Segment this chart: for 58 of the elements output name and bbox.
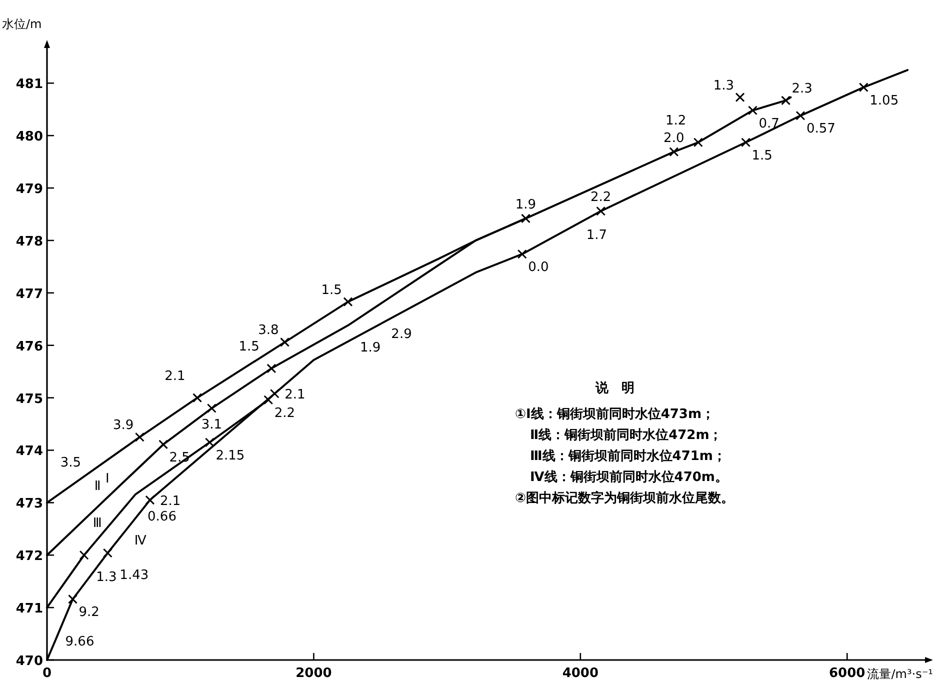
- y-tick-label: 476: [16, 339, 43, 354]
- annotation: 2.3: [792, 81, 812, 96]
- annotation: 1.9: [515, 197, 536, 212]
- annotation: 1.3: [713, 78, 734, 94]
- annotation: 1.5: [752, 148, 772, 164]
- y-tick-label: 479: [16, 182, 43, 198]
- y-tick-label: 480: [16, 130, 43, 145]
- annotation: ②图中标记数字为铜街坝前水位尾数。: [515, 490, 734, 506]
- annotation: 2.2: [274, 406, 296, 421]
- y-tick-label: 478: [16, 234, 43, 250]
- annotation: 1.3: [96, 570, 117, 586]
- annotation: Ⅱ: [94, 478, 101, 494]
- annotation: 3.9: [112, 418, 134, 434]
- x-tick-label: 0: [42, 666, 52, 681]
- annotation: Ⅲ线：铜街坝前同时水位471m；: [530, 449, 726, 464]
- y-tick-label: 475: [16, 392, 43, 407]
- annotation: 3.1: [201, 417, 222, 432]
- y-tick-label: 477: [16, 286, 43, 302]
- annotation: 1.2: [665, 113, 686, 128]
- annotation: 2.1: [164, 368, 186, 384]
- annotation: Ⅰ: [106, 471, 110, 486]
- annotation: Ⅳ线：铜街坝前同时水位470m。: [530, 470, 728, 485]
- annotation: 1.9: [360, 340, 381, 356]
- annotation: 2.15: [216, 448, 245, 464]
- annotation: 0.66: [148, 509, 176, 524]
- y-tick-label: 472: [16, 549, 43, 564]
- annotation: 1.05: [870, 93, 899, 108]
- annotation: 0.7: [758, 116, 780, 132]
- annotation: 1.43: [120, 568, 149, 584]
- annotation: 0.57: [806, 122, 836, 137]
- y-tick-label: 471: [16, 602, 43, 617]
- annotation: 3.8: [258, 323, 279, 338]
- annotation: 1.5: [321, 282, 342, 298]
- annotation: 2.2: [590, 190, 612, 206]
- y-axis-title: 水位/m: [2, 17, 42, 31]
- annotation: 2.0: [664, 130, 684, 146]
- annotation: 3.5: [60, 455, 82, 470]
- annotation: Ⅳ: [134, 533, 146, 548]
- annotation: 2.9: [391, 327, 412, 342]
- x-tick-label: 4000: [562, 666, 599, 681]
- x-axis-title: 流量/m³·s⁻¹: [867, 667, 934, 681]
- annotation: 1.5: [238, 339, 260, 354]
- annotation: 9.2: [78, 605, 100, 620]
- x-tick-label: 2000: [296, 666, 332, 681]
- annotation: ①Ⅰ线：铜街坝前同时水位473m；: [515, 407, 715, 422]
- annotation: 1.7: [586, 228, 608, 244]
- annotation: 9.66: [65, 634, 94, 650]
- annotation: 2.1: [284, 388, 306, 403]
- y-tick-label: 473: [16, 496, 43, 512]
- annotation: Ⅱ线：铜街坝前同时水位472m；: [530, 428, 722, 443]
- annotation: 2.1: [160, 494, 181, 510]
- annotation: 说 明: [594, 381, 634, 396]
- y-tick-label: 470: [16, 654, 43, 669]
- y-tick-label: 474: [16, 444, 43, 460]
- annotation: Ⅲ: [92, 516, 102, 532]
- y-tick-label: 481: [16, 77, 43, 92]
- x-tick-label: 6000: [829, 666, 866, 681]
- annotation: 0.0: [528, 260, 549, 276]
